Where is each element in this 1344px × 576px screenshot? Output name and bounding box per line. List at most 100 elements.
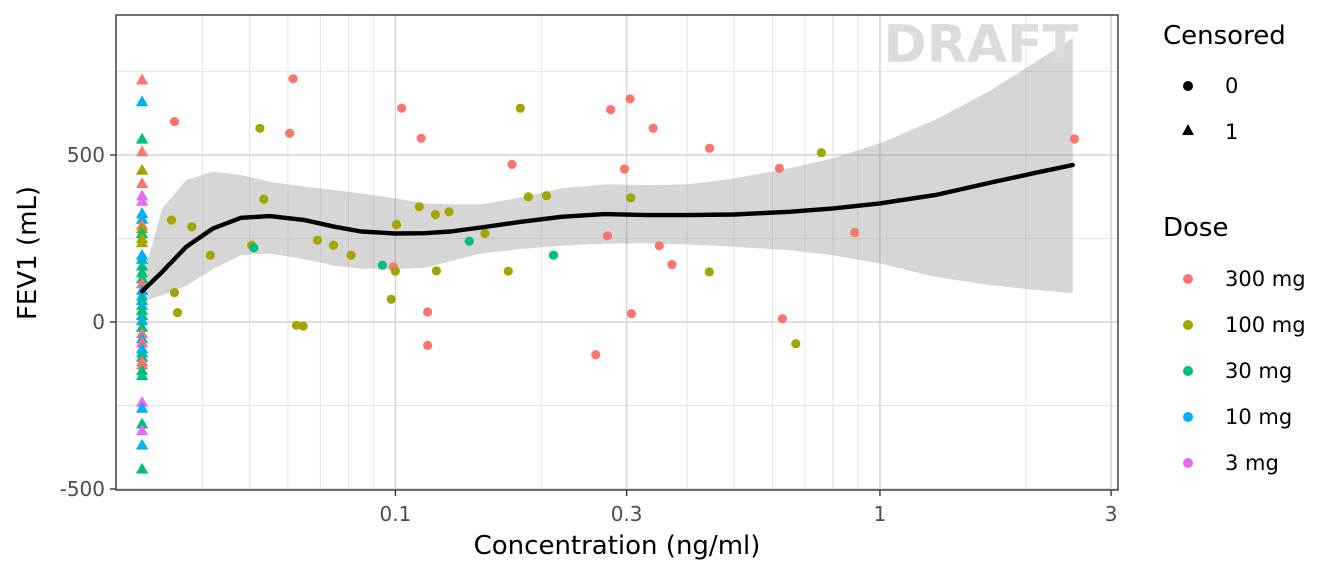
data-point [259,194,269,204]
data-point [249,243,259,253]
x-tick-label: 0.3 [611,502,643,526]
data-point [390,266,400,276]
legend-label-censored-0: 0 [1225,74,1238,98]
x-tick-label: 3 [1105,502,1118,526]
legend-key-circle [1183,81,1193,91]
censored-point [135,462,149,474]
data-point [654,241,664,251]
data-point [625,94,635,104]
smooth-line-layer [139,162,1075,294]
data-point [591,350,601,360]
censored-point [135,236,149,248]
grid-lines [116,15,1118,490]
x-tick-label: 1 [874,502,887,526]
axes: 0.1 0.3 1 3 -500 0 500 [60,14,1119,526]
data-point [298,321,308,331]
data-point [166,215,177,225]
censored-point [135,73,149,85]
data-point [312,235,322,245]
data-point [774,163,784,173]
data-point [414,202,424,212]
data-point [288,74,298,84]
legend-key-dose-300 [1183,274,1193,284]
data-point [619,164,630,174]
legend-key-dose-3 [1183,458,1193,468]
data-point [187,222,197,232]
data-point [626,193,636,203]
data-point [169,288,180,298]
data-point [423,307,433,317]
data-point [648,123,658,133]
legend-label-dose-10: 10 mg [1225,405,1292,429]
smooth-line [139,162,1075,294]
data-point [346,250,356,260]
data-point [431,266,441,276]
data-point [172,308,183,318]
data-point [548,250,559,260]
confidence-band [142,38,1073,302]
legend: Censored 0 1 Dose 300 mg 100 mg 30 mg 10… [1163,21,1306,475]
confidence-band-layer [142,38,1073,302]
legend-label-dose-3: 3 mg [1225,451,1279,475]
censored-point [135,194,149,206]
censored-point [135,402,149,413]
y-tick-label: 0 [92,310,105,334]
legend-label-censored-1: 1 [1225,120,1238,144]
data-point [285,128,295,138]
data-points [135,73,1079,474]
censored-point [135,95,149,107]
data-point [507,159,517,169]
censored-point [135,207,149,219]
data-point [515,103,525,113]
x-tick-label: 0.1 [380,502,412,526]
censored-point [135,253,149,264]
legend-title-dose: Dose [1163,213,1228,243]
data-point [391,219,402,230]
censored-point [135,132,149,144]
censored-point [135,177,149,188]
y-tick-label: -500 [60,477,105,501]
y-axis-title: FEV1 (mL) [13,186,43,320]
data-point [480,228,490,239]
y-tick-label: 500 [67,143,105,167]
legend-title-censored: Censored [1163,21,1286,51]
legend-key-dose-10 [1183,412,1193,422]
data-point [704,267,714,277]
data-point [377,260,387,270]
legend-label-dose-100: 100 mg [1225,313,1306,337]
censored-point [135,336,149,348]
censored-point [135,358,149,370]
data-point [705,143,715,153]
data-point [430,209,441,220]
censored-point [135,396,149,407]
data-point [602,231,613,241]
censored-point [135,266,149,278]
legend-key-dose-30 [1183,366,1193,376]
plot-panel [116,15,1118,490]
data-point [816,148,827,158]
data-point [386,294,396,304]
data-point [777,314,788,324]
data-point [444,207,454,217]
censored-point [135,145,149,157]
data-point [464,236,474,246]
panel-border [115,14,1119,491]
x-axis-title: Concentration (ng/ml) [474,531,761,561]
data-point [255,123,265,133]
censored-point [135,259,149,271]
censored-point [135,438,149,450]
data-point [523,192,533,202]
data-point [416,133,426,143]
data-point [503,266,513,276]
data-point [791,339,801,349]
legend-key-triangle [1182,124,1194,135]
data-point [291,320,302,330]
data-point [606,105,616,115]
censored-point [135,369,149,381]
data-point [423,340,433,350]
data-point [1069,134,1079,144]
data-point [667,260,677,270]
data-point [169,117,180,127]
censored-point [135,212,149,224]
legend-key-dose-100 [1183,320,1193,330]
